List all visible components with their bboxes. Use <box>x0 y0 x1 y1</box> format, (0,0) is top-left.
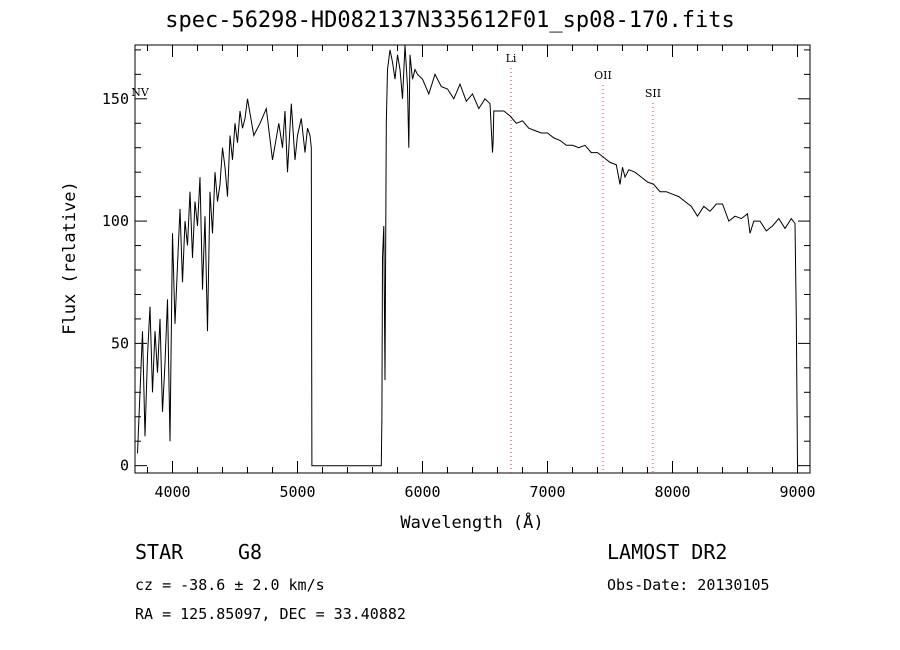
spectral-line-markers: NV Li OII SII <box>131 52 661 473</box>
marker-label-li: Li <box>506 52 517 65</box>
x-axis-label: Wavelength (Å) <box>400 511 543 533</box>
marker-label-sii: SII <box>645 87 661 100</box>
chart-title: spec-56298-HD082137N335612F01_sp08-170.f… <box>165 8 735 33</box>
object-class: STAR <box>135 540 184 564</box>
x-tick-label: 4000 <box>154 483 190 501</box>
y-axis-label: Flux (relative) <box>60 181 80 335</box>
x-axis: 4000 5000 6000 7000 8000 9000 <box>147 45 816 501</box>
survey-name: LAMOST DR2 <box>607 540 728 564</box>
coordinates-ra-dec: RA = 125.85097, DEC = 33.40882 <box>135 605 406 623</box>
observation-date: Obs-Date: 20130105 <box>607 576 770 594</box>
x-tick-label: 8000 <box>654 483 690 501</box>
spectrum-line <box>137 44 799 467</box>
x-tick-label: 7000 <box>529 483 565 501</box>
plot-border <box>134 44 811 474</box>
y-tick-label: 50 <box>111 334 129 352</box>
y-axis: 0 50 100 150 <box>102 49 810 475</box>
x-tick-label: 9000 <box>779 483 815 501</box>
y-tick-label: 150 <box>102 90 129 108</box>
object-subclass: G8 <box>238 540 263 564</box>
x-tick-label: 5000 <box>279 483 315 501</box>
plot-frame <box>134 44 811 474</box>
y-tick-label: 0 <box>120 457 129 475</box>
x-tick-label: 6000 <box>404 483 440 501</box>
marker-label-nv: NV <box>131 86 150 99</box>
y-tick-label: 100 <box>102 212 129 230</box>
marker-label-oii: OII <box>594 69 612 82</box>
redshift-cz: cz = -38.6 ± 2.0 km/s <box>135 576 325 594</box>
spectrum-series <box>137 44 799 467</box>
